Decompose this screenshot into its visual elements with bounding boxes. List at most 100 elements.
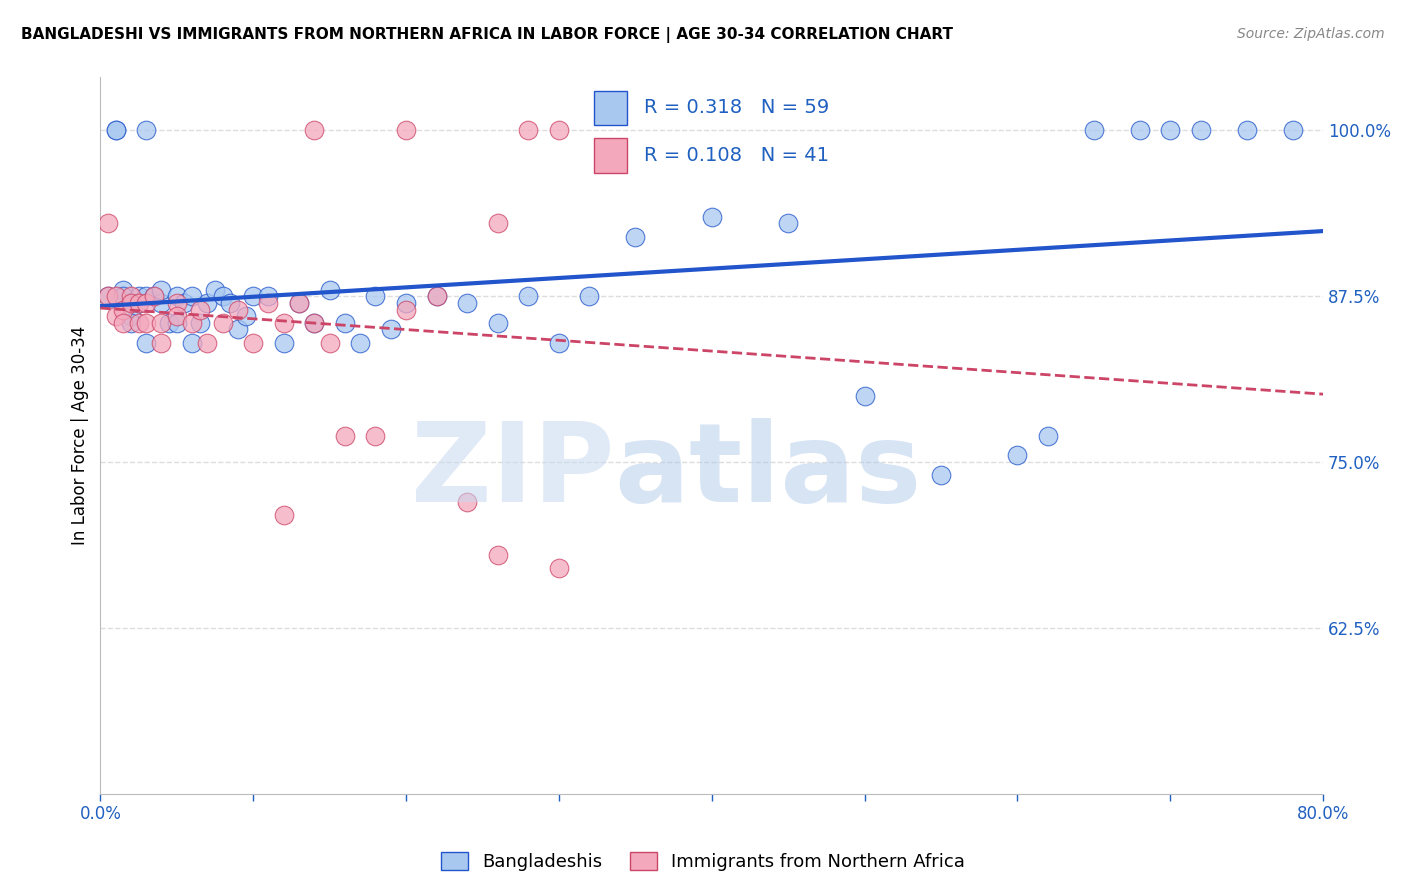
Point xyxy=(97,289,120,303)
Legend: Bangladeshis, Immigrants from Northern Africa: Bangladeshis, Immigrants from Northern A… xyxy=(433,845,973,879)
Point xyxy=(188,302,211,317)
Point xyxy=(1083,123,1105,137)
Point xyxy=(104,309,127,323)
Point xyxy=(257,289,280,303)
Point xyxy=(166,316,188,330)
Point xyxy=(219,296,242,310)
Point xyxy=(120,316,142,330)
Point xyxy=(104,123,127,137)
Point xyxy=(318,283,340,297)
Point xyxy=(624,229,647,244)
Point xyxy=(349,335,371,350)
Point xyxy=(304,123,326,137)
FancyBboxPatch shape xyxy=(593,137,627,173)
Point xyxy=(380,322,402,336)
Point xyxy=(120,296,142,310)
Point xyxy=(364,428,387,442)
Point xyxy=(318,335,340,350)
Point xyxy=(112,316,135,330)
Point xyxy=(112,289,135,303)
Point xyxy=(426,289,449,303)
Point xyxy=(181,335,204,350)
Point xyxy=(104,289,127,303)
Point xyxy=(395,296,418,310)
Point xyxy=(548,561,571,575)
Text: BANGLADESHI VS IMMIGRANTS FROM NORTHERN AFRICA IN LABOR FORCE | AGE 30-34 CORREL: BANGLADESHI VS IMMIGRANTS FROM NORTHERN … xyxy=(21,27,953,43)
Point xyxy=(120,289,142,303)
Point xyxy=(778,216,800,230)
Point xyxy=(150,335,173,350)
Point xyxy=(364,289,387,303)
FancyBboxPatch shape xyxy=(593,91,627,126)
Point xyxy=(128,296,150,310)
Point xyxy=(211,316,233,330)
Point xyxy=(1007,449,1029,463)
Point xyxy=(135,316,157,330)
Text: ZIP: ZIP xyxy=(411,417,614,524)
Point xyxy=(242,335,264,350)
Point xyxy=(929,468,952,483)
Point xyxy=(166,296,188,310)
Point xyxy=(181,289,204,303)
Text: R = 0.108   N = 41: R = 0.108 N = 41 xyxy=(644,145,830,165)
Point xyxy=(273,316,295,330)
Point xyxy=(142,289,165,303)
Point xyxy=(195,296,218,310)
Point xyxy=(150,283,173,297)
Point xyxy=(333,428,356,442)
Point xyxy=(517,123,540,137)
Point xyxy=(486,316,509,330)
Point xyxy=(166,309,188,323)
Point xyxy=(135,289,157,303)
Point xyxy=(128,289,150,303)
Point xyxy=(97,216,120,230)
Point xyxy=(173,296,195,310)
Point xyxy=(426,289,449,303)
Point xyxy=(853,389,876,403)
Point xyxy=(120,309,142,323)
Point xyxy=(578,289,600,303)
Point xyxy=(120,296,142,310)
Point xyxy=(135,296,157,310)
Point xyxy=(166,289,188,303)
Point xyxy=(1281,123,1303,137)
Point xyxy=(104,123,127,137)
Point xyxy=(1036,428,1059,442)
Point xyxy=(188,316,211,330)
Point xyxy=(97,289,120,303)
Point xyxy=(548,335,571,350)
Text: Source: ZipAtlas.com: Source: ZipAtlas.com xyxy=(1237,27,1385,41)
Point xyxy=(273,335,295,350)
Text: R = 0.318   N = 59: R = 0.318 N = 59 xyxy=(644,98,830,118)
Point xyxy=(1159,123,1181,137)
Point xyxy=(517,289,540,303)
Point xyxy=(548,123,571,137)
Point xyxy=(112,283,135,297)
Point xyxy=(486,548,509,562)
Point xyxy=(157,316,180,330)
Y-axis label: In Labor Force | Age 30-34: In Labor Force | Age 30-34 xyxy=(72,326,89,545)
Point xyxy=(395,302,418,317)
Point xyxy=(128,296,150,310)
Point xyxy=(235,309,257,323)
Point xyxy=(204,283,226,297)
Point xyxy=(456,296,478,310)
Point xyxy=(1189,123,1212,137)
Point xyxy=(1129,123,1152,137)
Point xyxy=(304,316,326,330)
Point xyxy=(1236,123,1258,137)
Point xyxy=(257,296,280,310)
Text: atlas: atlas xyxy=(614,417,921,524)
Point xyxy=(226,322,249,336)
Point xyxy=(135,123,157,137)
Point xyxy=(112,302,135,317)
Point xyxy=(456,495,478,509)
Point xyxy=(486,216,509,230)
Point xyxy=(288,296,311,310)
Point xyxy=(150,296,173,310)
Point xyxy=(333,316,356,330)
Point xyxy=(128,316,150,330)
Point xyxy=(135,335,157,350)
Point xyxy=(195,335,218,350)
Point xyxy=(304,316,326,330)
